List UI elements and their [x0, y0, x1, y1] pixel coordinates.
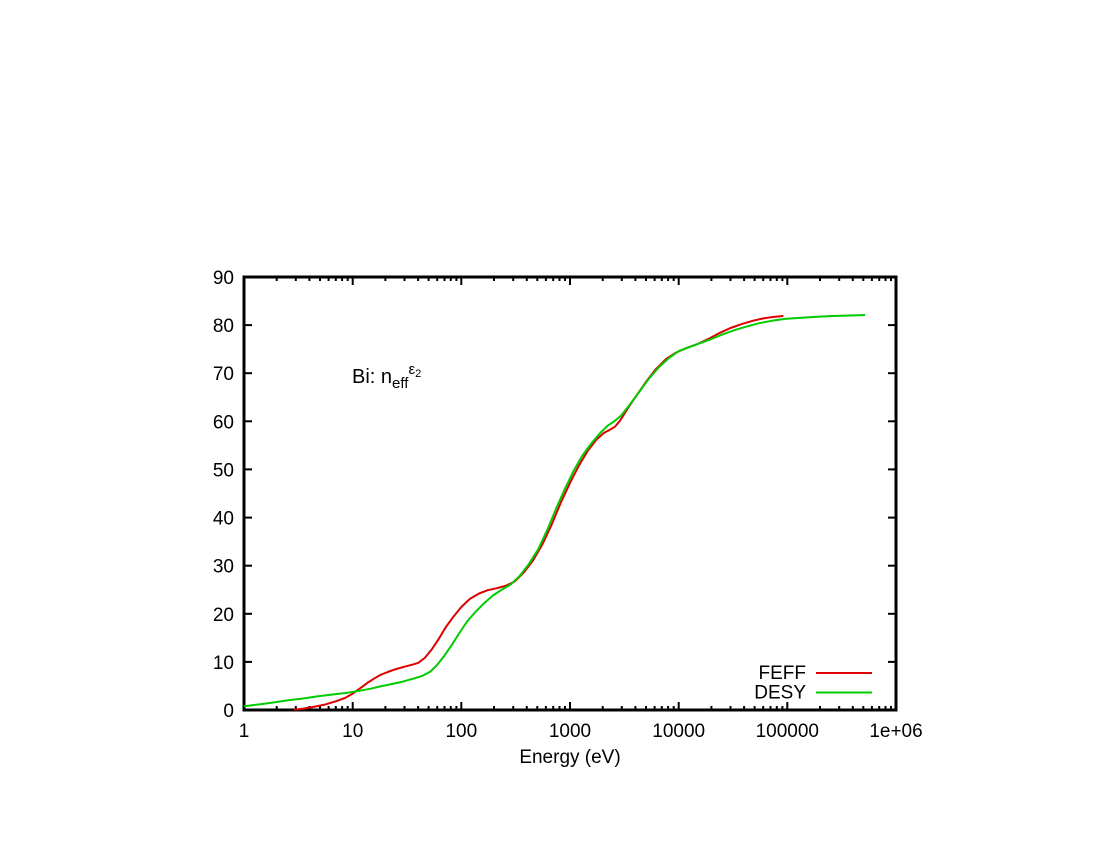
- y-tick-label: 40: [213, 509, 234, 530]
- y-tick-label: 10: [213, 653, 234, 674]
- y-tick-label: 50: [213, 460, 234, 481]
- plot-border: [242, 275, 898, 712]
- y-tick-label: 30: [213, 557, 234, 578]
- y-tick-label: 80: [213, 316, 234, 337]
- x-axis-label: Energy (eV): [519, 747, 620, 768]
- x-tick-label: 10000: [652, 721, 705, 742]
- y-tick-label: 0: [223, 701, 234, 722]
- x-tick-label: 10: [342, 721, 363, 742]
- legend-label-feff: FEFF: [759, 663, 807, 684]
- chart-title-superscript: ε2: [408, 361, 422, 380]
- legend-label-desy: DESY: [754, 683, 806, 704]
- x-tick-label: 100: [445, 721, 477, 742]
- x-tick-label: 1e+06: [869, 721, 922, 742]
- x-tick-label: 1000: [549, 721, 591, 742]
- x-tick-label: 100000: [756, 721, 819, 742]
- chart-title-subscript: eff: [392, 375, 409, 392]
- y-tick-label: 60: [213, 412, 234, 433]
- x-tick-label: 1: [239, 721, 250, 742]
- y-tick-label: 90: [213, 268, 234, 289]
- chart-title: Bi: neffε2: [352, 362, 421, 391]
- y-tick-label: 70: [213, 364, 234, 385]
- chart-title-main: Bi: n: [352, 366, 393, 388]
- y-tick-label: 20: [213, 605, 234, 626]
- series-line-desy: [243, 314, 866, 708]
